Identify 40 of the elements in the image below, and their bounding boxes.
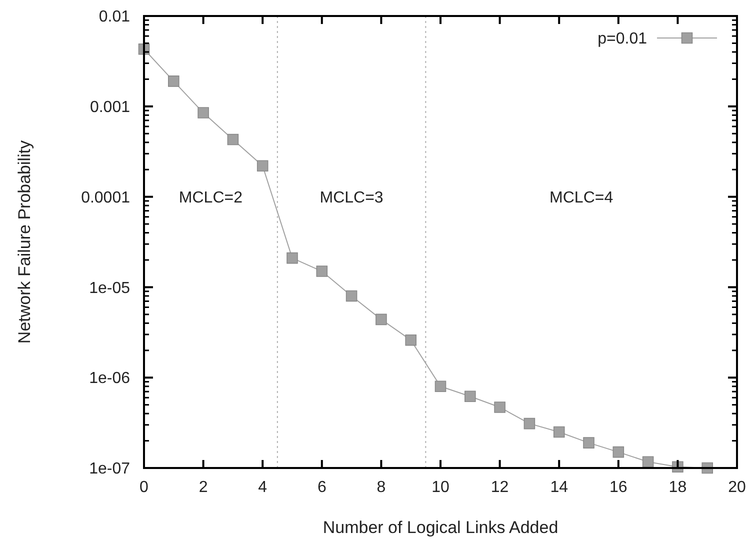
x-tick-label: 2 xyxy=(198,479,208,496)
x-tick-label: 18 xyxy=(668,479,687,496)
legend-label: p=0.01 xyxy=(598,30,648,48)
x-tick-label: 6 xyxy=(317,479,326,496)
y-tick-label: 1e-05 xyxy=(89,280,130,297)
y-tick-label: 0.001 xyxy=(90,99,130,116)
y-tick-label: 0.01 xyxy=(98,8,130,26)
point xyxy=(198,107,209,118)
point xyxy=(434,380,446,392)
point xyxy=(168,76,180,87)
point xyxy=(494,402,506,413)
point xyxy=(227,134,239,146)
point xyxy=(642,456,654,468)
x-tick-label: 4 xyxy=(258,479,268,496)
point xyxy=(464,390,476,402)
x-tick-label: 14 xyxy=(550,479,568,496)
y-tick-label: 1e-07 xyxy=(89,460,130,478)
point xyxy=(286,252,298,264)
x-tick-label: 20 xyxy=(728,479,746,496)
x-tick-label: 16 xyxy=(610,479,628,496)
point xyxy=(256,160,268,172)
x-tick-label: 12 xyxy=(490,479,509,496)
point xyxy=(524,418,536,430)
annotation: MCLC=2 xyxy=(178,189,243,206)
point xyxy=(316,266,328,277)
y-tick-label: 0.0001 xyxy=(81,189,130,206)
annotation: MCLC=3 xyxy=(320,189,384,206)
point xyxy=(376,314,387,326)
annotation: MCLC=4 xyxy=(550,189,614,206)
x-tick-label: 10 xyxy=(432,479,450,496)
y-axis-title: Network Failure Probability xyxy=(15,140,34,344)
point xyxy=(583,437,594,448)
point xyxy=(405,334,416,346)
point xyxy=(612,446,624,458)
point xyxy=(553,426,565,438)
y-tick-label: 1e-06 xyxy=(89,370,130,388)
x-tick-label: 8 xyxy=(376,479,386,496)
x-axis-title: Number of Logical Links Added xyxy=(322,518,558,537)
point xyxy=(346,290,358,302)
x-tick-label: 0 xyxy=(140,479,149,496)
